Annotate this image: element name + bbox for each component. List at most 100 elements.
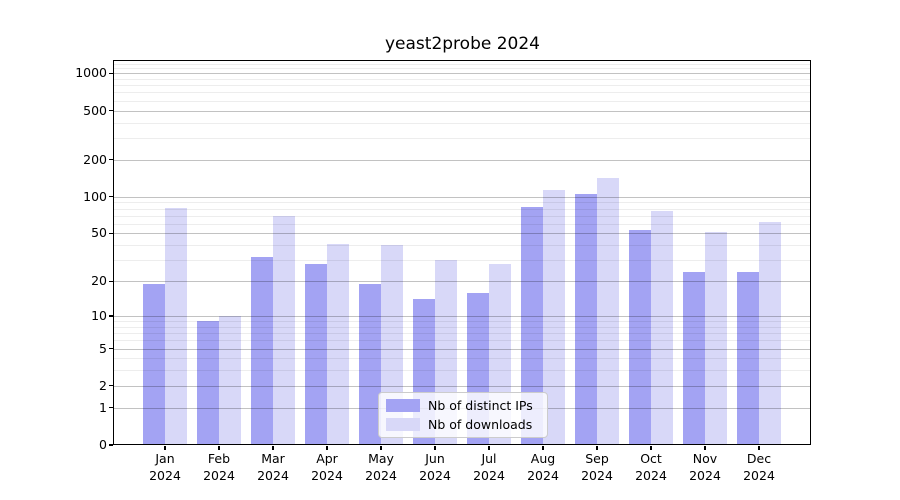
x-tick-aug <box>542 446 544 450</box>
legend: Nb of distinct IPs Nb of downloads <box>378 392 548 438</box>
bar-sep-distinct-ips <box>575 193 597 445</box>
x-tick-may <box>380 446 382 450</box>
bar-aug-distinct-ips <box>521 206 543 445</box>
x-tick-jun <box>434 446 436 450</box>
bar-may-distinct-ips <box>359 283 381 445</box>
y-tick-label-50: 50 <box>91 225 107 241</box>
gridline-2 <box>114 385 811 387</box>
minor-gridline-8 <box>114 326 811 328</box>
bar-oct-downloads <box>651 210 673 445</box>
minor-gridline-300 <box>114 137 811 139</box>
minor-gridline-600 <box>114 100 811 102</box>
bar-dec-downloads <box>759 222 781 445</box>
gridline-20 <box>114 281 811 283</box>
y-tick-200 <box>109 159 113 161</box>
minor-gridline-4 <box>114 358 811 360</box>
bar-jan-distinct-ips <box>143 283 165 445</box>
legend-label-downloads: Nb of downloads <box>428 417 533 432</box>
y-tick-label-1: 1 <box>99 399 107 415</box>
gridline-10 <box>114 315 811 317</box>
y-tick-label-500: 500 <box>83 102 107 118</box>
bar-jan-downloads <box>165 207 187 445</box>
bar-nov-distinct-ips <box>683 271 705 445</box>
y-tick-label-10: 10 <box>91 307 107 323</box>
x-tick-dec <box>758 446 760 450</box>
bar-mar-distinct-ips <box>251 256 273 445</box>
minor-gridline-6 <box>114 340 811 342</box>
x-tick-label-mar: Mar 2024 <box>257 451 289 483</box>
y-tick-label-200: 200 <box>83 151 107 167</box>
x-tick-label-aug: Aug 2024 <box>527 451 559 483</box>
bar-sep-downloads <box>597 177 619 445</box>
y-tick-label-2: 2 <box>99 377 107 393</box>
minor-gridline-40 <box>114 245 811 247</box>
y-tick-1000 <box>109 72 113 74</box>
minor-gridline-700 <box>114 92 811 94</box>
x-tick-label-sep: Sep 2024 <box>581 451 613 483</box>
bar-mar-downloads <box>273 216 295 445</box>
y-tick-label-100: 100 <box>83 188 107 204</box>
x-tick-label-dec: Dec 2024 <box>743 451 775 483</box>
y-tick-50 <box>109 232 113 235</box>
y-tick-label-20: 20 <box>91 273 107 289</box>
legend-label-distinct-ips: Nb of distinct IPs <box>428 398 533 413</box>
y-tick-0 <box>109 444 113 446</box>
legend-swatch-distinct-ips <box>386 399 420 412</box>
legend-item-downloads: Nb of downloads <box>386 416 539 433</box>
x-tick-label-apr: Apr 2024 <box>311 451 343 483</box>
minor-gridline-1100 <box>114 68 811 70</box>
y-tick-label-5: 5 <box>99 340 107 356</box>
gridline-100 <box>114 196 811 198</box>
minor-gridline-1200 <box>114 63 811 65</box>
bar-feb-distinct-ips <box>197 321 219 445</box>
y-tick-2 <box>109 385 113 387</box>
gridline-5 <box>114 348 811 350</box>
y-tick-5 <box>109 348 113 350</box>
y-tick-500 <box>109 109 113 112</box>
x-tick-sep <box>596 446 598 450</box>
y-tick-label-0: 0 <box>99 437 107 452</box>
x-tick-label-nov: Nov 2024 <box>689 451 721 483</box>
minor-gridline-90 <box>114 202 811 204</box>
y-tick-1 <box>109 407 113 409</box>
x-tick-apr <box>326 446 328 450</box>
x-tick-oct <box>650 446 652 450</box>
x-tick-label-jan: Jan 2024 <box>149 451 181 483</box>
minor-gridline-60 <box>114 223 811 225</box>
y-tick-label-1000: 1000 <box>75 65 107 81</box>
bar-apr-downloads <box>327 243 349 445</box>
bar-nov-downloads <box>705 232 727 445</box>
bar-dec-distinct-ips <box>737 271 759 445</box>
x-tick-label-feb: Feb 2024 <box>203 451 235 483</box>
bar-apr-distinct-ips <box>305 263 327 445</box>
minor-gridline-7 <box>114 333 811 335</box>
legend-item-distinct-ips: Nb of distinct IPs <box>386 397 539 414</box>
y-tick-10 <box>109 315 113 317</box>
x-tick-label-jun: Jun 2024 <box>419 451 451 483</box>
bar-feb-downloads <box>219 315 241 445</box>
minor-gridline-400 <box>114 122 811 124</box>
bar-aug-downloads <box>543 189 565 445</box>
chart-title: yeast2probe 2024 <box>384 34 540 54</box>
minor-gridline-3 <box>114 370 811 372</box>
bar-oct-distinct-ips <box>629 230 651 445</box>
y-tick-100 <box>109 196 113 198</box>
legend-swatch-downloads <box>386 418 420 431</box>
y-tick-20 <box>109 280 113 282</box>
minor-gridline-800 <box>114 85 811 87</box>
x-tick-jul <box>488 446 490 450</box>
x-tick-label-may: May 2024 <box>365 451 397 483</box>
minor-gridline-9 <box>114 321 811 323</box>
minor-gridline-80 <box>114 208 811 210</box>
gridline-1000 <box>114 73 811 75</box>
minor-gridline-30 <box>114 260 811 262</box>
minor-gridline-900 <box>114 78 811 80</box>
minor-gridline-70 <box>114 215 811 217</box>
x-tick-jan <box>164 446 166 450</box>
x-tick-label-jul: Jul 2024 <box>473 451 505 483</box>
x-tick-feb <box>218 446 220 450</box>
gridline-50 <box>114 233 811 235</box>
x-tick-nov <box>704 446 706 450</box>
x-tick-mar <box>272 446 274 450</box>
